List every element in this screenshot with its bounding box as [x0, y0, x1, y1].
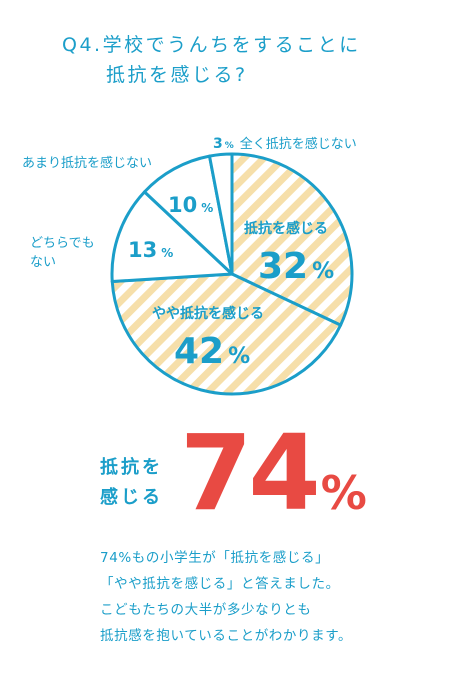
value-neutral: 13%	[128, 238, 173, 262]
question-line-1: Q4.学校でうんちをすることに	[62, 34, 361, 56]
summary-line-2: 「やや抵抗を感じる」と答えました。	[100, 576, 340, 592]
summary-text: 74%もの小学生が「抵抗を感じる」 「やや抵抗を感じる」と答えました。 こどもた…	[100, 545, 440, 649]
label-little: あまり抵抗を感じない	[22, 155, 152, 171]
pie-slice-none	[208, 152, 234, 276]
value-somewhat: 42%	[174, 331, 250, 372]
highlight-label-line-1: 抵抗を	[100, 457, 163, 478]
highlight-label: 抵抗を 感じる	[100, 453, 163, 513]
pie-slice-strong	[230, 152, 354, 327]
label-neutral: どちらでも	[30, 236, 95, 251]
label-neutral-line-2: ない	[30, 255, 56, 270]
summary-line-1: 74%もの小学生が「抵抗を感じる」	[100, 550, 330, 566]
value-strong: 32%	[258, 246, 334, 287]
question-title: Q4.学校でうんちをすることに 抵抗を感じる?	[62, 30, 361, 90]
highlight-label-line-2: 感じる	[100, 487, 163, 508]
question-line-2: 抵抗を感じる?	[106, 64, 248, 86]
highlight-unit: %	[320, 466, 367, 520]
highlight-number: 74	[180, 412, 321, 534]
label-somewhat: やや抵抗を感じる	[152, 305, 264, 322]
pie-slice-somewhat	[110, 272, 343, 396]
summary-line-3: こどもたちの大半が多少なりとも	[100, 602, 312, 618]
value-little: 10%	[168, 193, 213, 217]
highlight-value: 74%	[180, 412, 367, 534]
label-none: 3% 全く抵抗を感じない	[213, 136, 357, 152]
pie-slice-neutral	[110, 190, 234, 284]
label-strong: 抵抗を感じる	[244, 220, 328, 237]
summary-line-4: 抵抗感を抱いていることがわかります。	[100, 628, 353, 644]
